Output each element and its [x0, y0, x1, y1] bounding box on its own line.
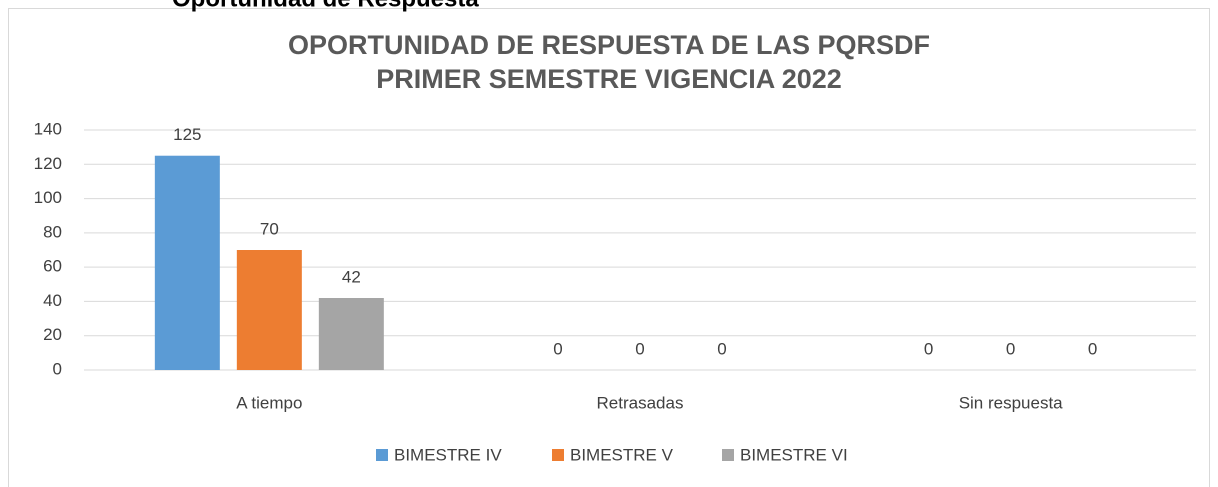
data-label: 0: [1088, 339, 1097, 358]
y-tick-label: 40: [43, 291, 62, 310]
legend-swatch: [376, 449, 388, 461]
y-tick-label: 60: [43, 257, 62, 276]
x-tick-label: Retrasadas: [597, 393, 684, 412]
legend-label: BIMESTRE IV: [394, 445, 502, 464]
legend-label: BIMESTRE V: [570, 445, 674, 464]
bar: [236, 250, 302, 370]
y-tick-label: 120: [34, 154, 62, 173]
y-tick-label: 140: [34, 119, 62, 138]
legend-label: BIMESTRE VI: [740, 445, 848, 464]
data-label: 70: [260, 219, 279, 238]
x-tick-label: A tiempo: [236, 393, 302, 412]
y-tick-label: 0: [53, 359, 62, 378]
chart-title: OPORTUNIDAD DE RESPUESTA DE LAS PQRSDF: [288, 30, 930, 60]
data-label: 125: [173, 125, 201, 144]
data-label: 0: [924, 339, 933, 358]
data-label: 0: [1006, 339, 1015, 358]
data-label: 0: [717, 339, 726, 358]
page-heading: Oportunidad de Respuesta: [172, 0, 479, 12]
y-tick-label: 80: [43, 222, 62, 241]
y-tick-label: 100: [34, 188, 62, 207]
bar: [154, 155, 220, 370]
data-label: 0: [635, 339, 644, 358]
data-label: 42: [342, 267, 361, 286]
x-tick-label: Sin respuesta: [959, 393, 1063, 412]
legend-swatch: [552, 449, 564, 461]
chart-title: PRIMER SEMESTRE VIGENCIA 2022: [376, 64, 842, 94]
legend-swatch: [722, 449, 734, 461]
y-tick-label: 20: [43, 325, 62, 344]
data-label: 0: [553, 339, 562, 358]
bar: [318, 298, 384, 370]
